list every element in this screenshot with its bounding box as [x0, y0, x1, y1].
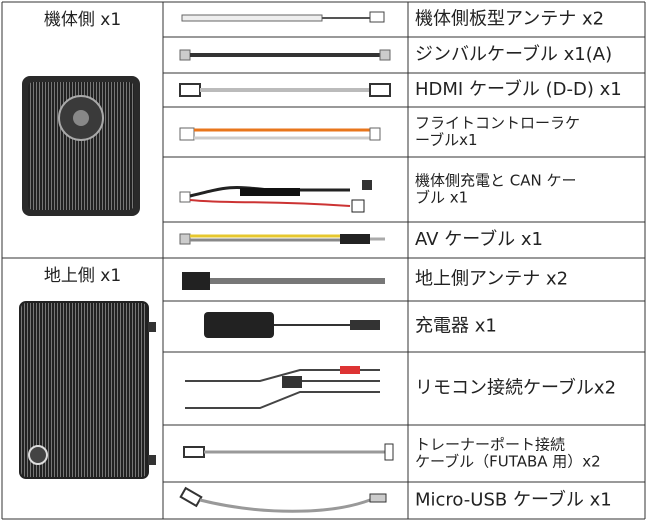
pictures	[19, 11, 394, 513]
item-label: ケーブル（FUTABA 用）x2	[415, 453, 601, 471]
item-label: ジンバルケーブル x1(A)	[415, 43, 612, 65]
item-label: 機体側充電と CAN ケー	[415, 172, 577, 190]
port	[148, 322, 156, 332]
port	[148, 455, 156, 465]
item-label: ブル x1	[415, 189, 468, 207]
group-label: 機体側 x1	[44, 10, 121, 30]
cable-icons	[179, 11, 394, 513]
group-label: 地上側 x1	[44, 266, 121, 286]
item-label: 地上側アンテナ x2	[415, 269, 568, 290]
item-label: AV ケーブル x1	[415, 228, 543, 250]
ground-unit	[19, 301, 149, 479]
item-label: 充電器 x1	[415, 316, 497, 337]
item-label: HDMI ケーブル (D-D) x1	[415, 78, 622, 100]
fan-hub	[73, 110, 89, 126]
item-label: 機体側板型アンテナ x2	[415, 9, 604, 30]
item-label: ーブルx1	[415, 131, 478, 149]
air-unit-grille	[28, 82, 134, 210]
table-text: 機体側 x1 機体側板型アンテナ x2 ジンバルケーブル x1(A) HDMI ケーブ…	[44, 9, 622, 511]
button	[28, 445, 48, 465]
item-label: トレーナーポート接続	[415, 436, 565, 454]
item-label: Micro-USB ケーブル x1	[415, 489, 612, 511]
item-label: リモコン接続ケーブルx2	[415, 377, 616, 399]
item-label: フライトコントローラケ	[415, 114, 580, 132]
